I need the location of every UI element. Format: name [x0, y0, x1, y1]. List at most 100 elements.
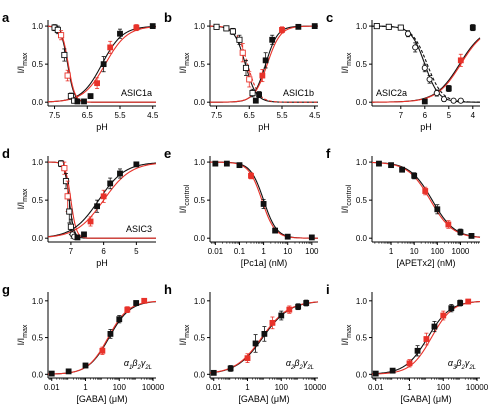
data-point	[295, 23, 302, 30]
data-point	[67, 223, 74, 230]
data-point	[249, 90, 256, 97]
y-axis-label: I/Icontrol	[178, 184, 191, 213]
y-tick-label: 0.5	[194, 196, 206, 205]
data-point	[124, 306, 131, 313]
annotation-part: β	[131, 358, 137, 368]
data-point	[54, 26, 61, 33]
data-point	[100, 193, 107, 200]
data-point	[303, 300, 310, 306]
y-tick-label: 0.5	[356, 334, 368, 343]
data-point	[404, 30, 412, 37]
data-point	[117, 30, 123, 37]
data-point	[100, 61, 107, 68]
y-tick-label: 0.0	[194, 234, 206, 243]
data-point	[308, 234, 315, 241]
data-point	[229, 28, 236, 35]
x-tick-label: 5.5	[276, 111, 288, 120]
annotation-sub: 3	[453, 365, 457, 371]
data-point	[311, 23, 318, 29]
data-point	[414, 347, 421, 354]
data-point	[66, 208, 73, 215]
data-point	[278, 312, 285, 319]
panel-letter: f	[326, 146, 331, 161]
y-axis-label: I/Icontrol	[340, 184, 353, 213]
data-point	[440, 96, 448, 103]
y-tick-label: 0.0	[32, 98, 44, 107]
y-tick-label: 0.5	[194, 334, 206, 343]
fit-curve	[47, 300, 157, 375]
x-tick-label: 4	[471, 111, 476, 120]
annotation-sub: 1	[129, 365, 132, 371]
data-point	[212, 160, 219, 167]
annotation-part: γ	[303, 358, 308, 368]
y-axis-label-sub: max	[22, 52, 29, 66]
data-point	[385, 23, 392, 30]
data-point	[248, 172, 254, 179]
x-tick-label: 5	[447, 111, 452, 120]
x-tick-label: 100	[431, 247, 445, 256]
data-point	[133, 24, 140, 31]
x-tick-label: 10	[410, 247, 419, 256]
data-point	[259, 72, 266, 79]
data-point	[421, 64, 428, 71]
y-tick-label: 0.0	[356, 370, 368, 379]
y-tick-label: 1.0	[356, 22, 368, 31]
y-tick-label: 1.0	[194, 297, 206, 306]
x-axis-label: pH	[96, 122, 108, 132]
data-point	[457, 300, 464, 306]
x-tick-label: 6.5	[244, 111, 256, 120]
data-point	[373, 23, 380, 30]
data-point	[252, 97, 259, 104]
y-axis-label-sub: control	[184, 184, 191, 205]
data-point	[262, 57, 269, 64]
data-point	[445, 221, 452, 228]
data-point	[465, 298, 472, 305]
data-point	[236, 162, 243, 169]
data-point	[284, 233, 291, 240]
x-tick-label: 0.01	[44, 383, 60, 392]
y-tick-label: 1.0	[32, 22, 44, 31]
data-point	[279, 26, 285, 33]
y-tick-label: 1.0	[194, 158, 206, 167]
x-tick-label: 6.5	[82, 111, 94, 120]
y-tick-label: 0.0	[194, 370, 206, 379]
y-tick-label: 0.5	[356, 196, 368, 205]
x-tick-label: 0.01	[208, 247, 224, 256]
data-point	[213, 23, 220, 30]
panel-i: i 0.0 0.5 1.0 0.01 1 100 10000 [GABA] (μM) I/Imax…	[326, 282, 489, 404]
data-point	[244, 355, 251, 362]
panel-g: g 0.0 0.5 1.0 0.01 1 100 10000 [GABA] (μM) I/Imax…	[2, 282, 165, 404]
x-tick-label: 100	[113, 383, 127, 392]
fit-curve	[209, 25, 318, 103]
y-tick-label: 0.5	[32, 60, 44, 69]
y-tick-label: 0.5	[32, 334, 44, 343]
y-axis-label: I/Imax	[16, 324, 29, 345]
annotation-part: α	[286, 358, 292, 368]
data-point	[445, 85, 452, 92]
x-axis-label: [GABA] (μM)	[76, 394, 127, 404]
data-point	[406, 360, 413, 367]
data-point	[426, 76, 433, 83]
data-point	[116, 316, 123, 323]
x-tick-label: 10000	[304, 383, 327, 392]
annotation-sub: 2	[298, 365, 303, 371]
annotation-sub: 2L	[306, 365, 314, 371]
x-tick-label: 10	[283, 247, 292, 256]
x-tick-label: 5	[134, 247, 139, 256]
data-point	[223, 160, 230, 167]
y-axis-label-main: I/I	[16, 66, 26, 74]
data-point	[286, 306, 293, 313]
data-point	[64, 72, 71, 79]
x-tick-label: 7	[399, 111, 404, 120]
channel-annotation: ASIC3	[126, 224, 152, 234]
data-point	[107, 180, 114, 187]
y-tick-label: 1.0	[194, 22, 206, 31]
data-point	[412, 44, 419, 51]
y-axis-label: I/Imax	[178, 52, 191, 73]
data-point	[450, 97, 457, 104]
data-point	[236, 36, 243, 43]
data-point	[87, 93, 94, 100]
y-axis-label-sub: control	[346, 184, 353, 205]
data-point	[399, 166, 405, 173]
annotation-sub: 2	[460, 365, 465, 371]
